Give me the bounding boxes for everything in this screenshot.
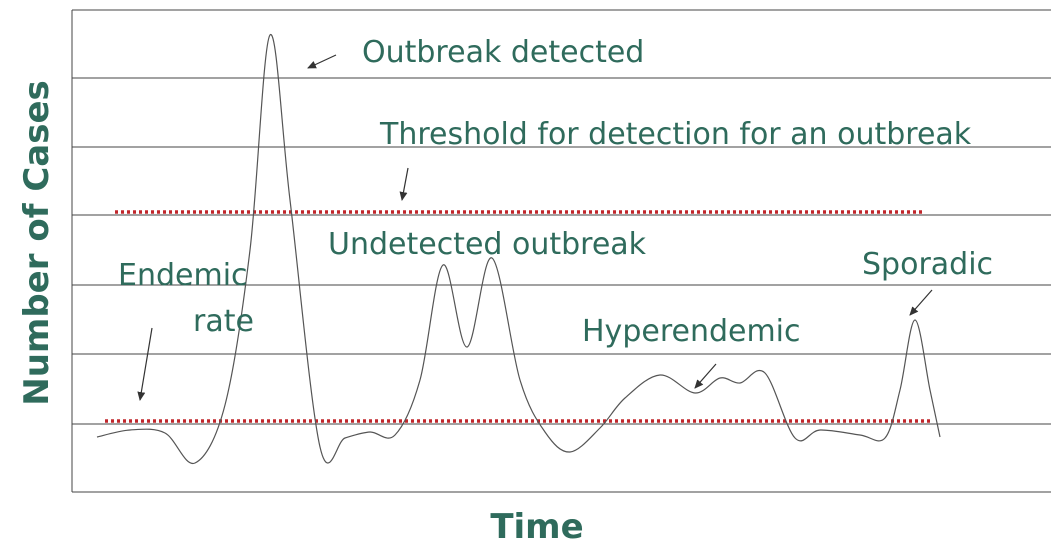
annotation: Hyperendemic bbox=[582, 314, 801, 349]
arrow bbox=[137, 327, 153, 401]
x-axis-label: Time bbox=[490, 507, 583, 542]
annotation: Outbreak detected bbox=[362, 35, 644, 70]
annotation: rate bbox=[193, 304, 254, 339]
arrow bbox=[909, 289, 933, 316]
case-curve bbox=[96, 34, 941, 464]
arrow bbox=[694, 363, 717, 389]
annotation: Sporadic bbox=[862, 247, 993, 282]
annotation: Undetected outbreak bbox=[328, 227, 647, 262]
annotation: Endemic bbox=[118, 258, 248, 293]
arrow bbox=[399, 167, 409, 201]
y-axis-label: Number of Cases bbox=[17, 80, 57, 406]
arrow bbox=[307, 54, 337, 69]
annotation: Threshold for detection for an outbreak bbox=[379, 117, 972, 152]
